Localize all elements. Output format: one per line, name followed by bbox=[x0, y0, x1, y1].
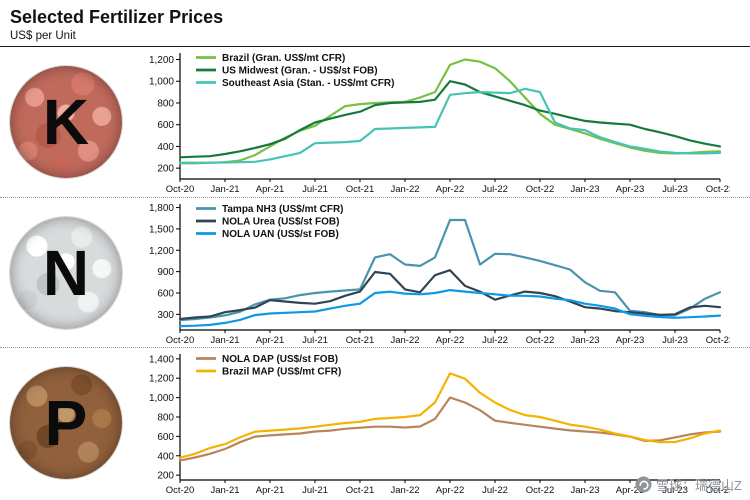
x-tick-label: Oct-23 bbox=[706, 184, 730, 195]
x-tick-label: Apr-23 bbox=[616, 184, 645, 195]
y-tick-label: 800 bbox=[157, 98, 174, 109]
series-line bbox=[178, 268, 722, 320]
panel-phosphate: P 200 400 600 800 1,000 1,200 1,400 Oct-20 Jan-2… bbox=[0, 347, 750, 497]
phosphate-price-chart: 200 400 600 800 1,000 1,200 1,400 Oct-20 Jan-21 A… bbox=[149, 353, 730, 496]
x-tick-label: Jan-21 bbox=[210, 485, 239, 496]
x-tick-label: Oct-22 bbox=[526, 184, 555, 195]
panel-nitrogen: N 300 600 900 1,200 1,500 1,800 Oct-20 Jan-21 Ap… bbox=[0, 197, 750, 347]
x-tick-label: Jan-22 bbox=[390, 335, 419, 346]
x-tick-label: Jul-23 bbox=[662, 485, 688, 496]
panel-potash: K 200 400 600 800 1,000 1,200 Oct-20 Jan-21 Apr-… bbox=[0, 47, 750, 197]
x-tick-label: Jul-23 bbox=[662, 335, 688, 346]
x-tick-label: Apr-21 bbox=[256, 485, 285, 496]
y-tick-label: 600 bbox=[157, 120, 174, 131]
series-line bbox=[178, 395, 722, 462]
x-tick-label: Jul-21 bbox=[302, 335, 328, 346]
y-tick-label: 600 bbox=[157, 431, 174, 442]
y-tick-label: 1,000 bbox=[149, 77, 174, 88]
series-line bbox=[178, 87, 722, 164]
legend-label: NOLA UAN (US$/st FOB) bbox=[222, 229, 339, 240]
y-tick-label: 1,200 bbox=[149, 373, 174, 384]
y-tick-label: 300 bbox=[157, 309, 174, 320]
x-tick-label: Oct-20 bbox=[166, 184, 195, 195]
series-line bbox=[178, 371, 722, 459]
page-header: Selected Fertilizer Prices US$ per Unit bbox=[0, 0, 750, 47]
x-tick-label: Jan-22 bbox=[390, 485, 419, 496]
x-tick-label: Oct-22 bbox=[526, 485, 555, 496]
page-title: Selected Fertilizer Prices bbox=[10, 7, 224, 27]
x-tick-label: Oct-21 bbox=[346, 335, 375, 346]
y-tick-label: 1,800 bbox=[149, 203, 174, 214]
legend-label: Brazil MAP (US$/mt CFR) bbox=[222, 366, 341, 377]
letter-p: P bbox=[44, 386, 88, 459]
x-tick-label: Apr-21 bbox=[256, 184, 285, 195]
y-tick-label: 800 bbox=[157, 412, 174, 423]
x-tick-label: Oct-23 bbox=[706, 485, 730, 496]
letter-k: K bbox=[42, 86, 90, 158]
x-tick-label: Oct-20 bbox=[166, 485, 195, 496]
nitrogen-granules-image: N bbox=[10, 216, 122, 329]
y-tick-label: 400 bbox=[157, 142, 174, 153]
y-tick-label: 200 bbox=[157, 164, 174, 175]
x-tick-label: Oct-22 bbox=[526, 335, 555, 346]
y-tick-label: 1,200 bbox=[149, 245, 174, 256]
x-tick-label: Oct-21 bbox=[346, 485, 375, 496]
series-line bbox=[178, 288, 722, 327]
x-tick-label: Jul-22 bbox=[482, 184, 508, 195]
x-tick-label: Apr-21 bbox=[256, 335, 285, 346]
x-tick-label: Jan-23 bbox=[570, 485, 599, 496]
y-tick-label: 1,200 bbox=[149, 55, 174, 66]
x-tick-label: Jan-21 bbox=[210, 184, 239, 195]
y-tick-label: 600 bbox=[157, 288, 174, 299]
legend-label: Brazil (Gran. US$/mt CFR) bbox=[222, 53, 345, 64]
nitrogen-price-chart: 300 600 900 1,200 1,500 1,800 Oct-20 Jan-21 Apr-… bbox=[149, 203, 730, 346]
x-tick-label: Apr-22 bbox=[436, 485, 465, 496]
series-line bbox=[178, 80, 722, 159]
legend-label: NOLA DAP (US$/st FOB) bbox=[222, 354, 338, 365]
phosphate-granules-image: P bbox=[10, 366, 122, 479]
x-tick-label: Apr-23 bbox=[616, 335, 645, 346]
watermark-text: 雪球：瑞德山Z bbox=[656, 478, 742, 493]
legend-label: NOLA Urea (US$/st FOB) bbox=[222, 216, 339, 227]
y-tick-label: 1,000 bbox=[149, 393, 174, 404]
x-tick-label: Jan-23 bbox=[570, 335, 599, 346]
x-tick-label: Oct-21 bbox=[346, 184, 375, 195]
potash-granules-image: K bbox=[10, 66, 122, 178]
y-tick-label: 1,500 bbox=[149, 224, 174, 235]
x-tick-label: Oct-23 bbox=[706, 335, 730, 346]
y-tick-label: 200 bbox=[157, 470, 174, 481]
legend-label: US Midwest (Gran. - US$/st FOB) bbox=[222, 66, 378, 77]
x-tick-label: Jul-21 bbox=[302, 485, 328, 496]
page-subtitle: US$ per Unit bbox=[10, 30, 76, 42]
x-tick-label: Jan-23 bbox=[570, 184, 599, 195]
x-tick-label: Jul-23 bbox=[662, 184, 688, 195]
potash-price-chart: 200 400 600 800 1,000 1,200 Oct-20 Jan-21 Apr-21… bbox=[149, 53, 730, 195]
legend-label: Southeast Asia (Stan. - US$/mt CFR) bbox=[222, 78, 394, 89]
y-tick-label: 1,400 bbox=[149, 354, 174, 365]
x-tick-label: Jan-22 bbox=[390, 184, 419, 195]
legend-label: Tampa NH3 (US$/mt CFR) bbox=[222, 204, 344, 215]
x-tick-label: Jul-21 bbox=[302, 184, 328, 195]
x-tick-label: Apr-22 bbox=[436, 335, 465, 346]
x-tick-label: Apr-22 bbox=[436, 184, 465, 195]
y-tick-label: 400 bbox=[157, 451, 174, 462]
x-tick-label: Jul-22 bbox=[482, 335, 508, 346]
snowball-logo-icon bbox=[635, 476, 652, 493]
watermark: 雪球：瑞德山Z bbox=[635, 475, 742, 494]
x-tick-label: Jul-22 bbox=[482, 485, 508, 496]
y-tick-label: 900 bbox=[157, 267, 174, 278]
x-tick-label: Apr-23 bbox=[616, 485, 645, 496]
letter-n: N bbox=[42, 236, 90, 309]
x-tick-label: Jan-21 bbox=[210, 335, 239, 346]
x-tick-label: Oct-20 bbox=[166, 335, 195, 346]
